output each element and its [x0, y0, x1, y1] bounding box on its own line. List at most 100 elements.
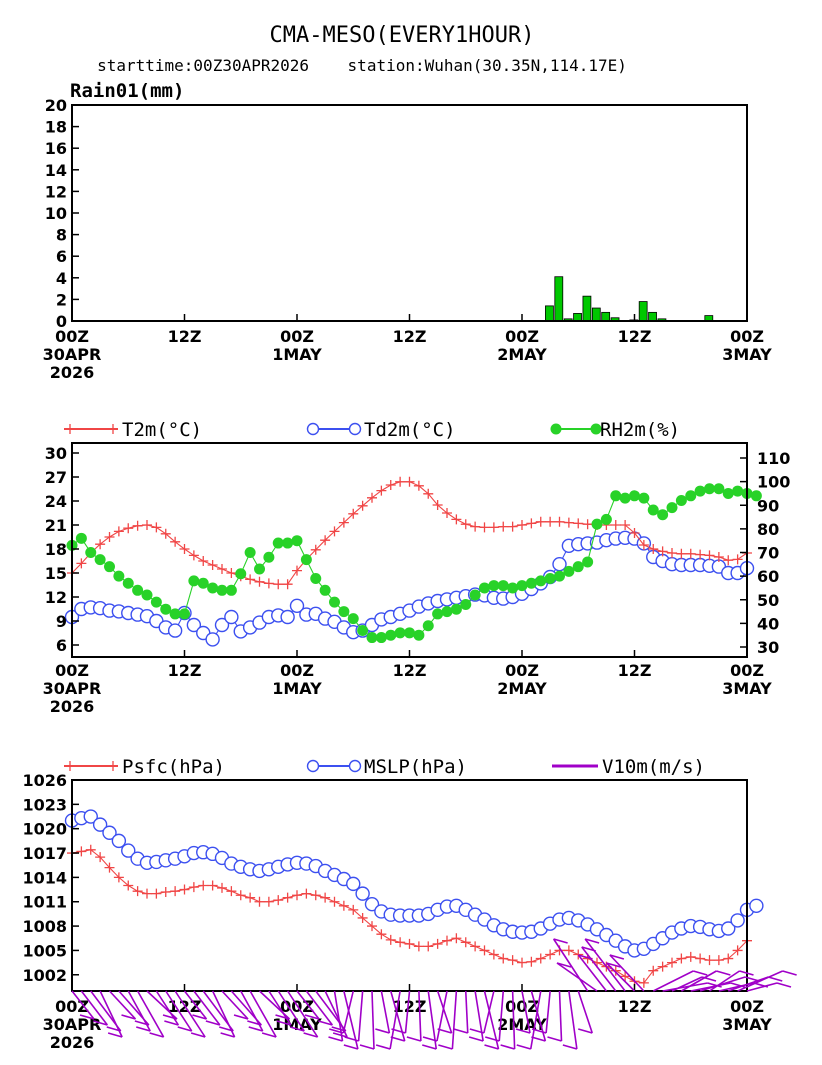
y-tick-label: 1008: [22, 917, 67, 936]
t2m-point: [367, 492, 377, 503]
x-tick-label: 2026: [50, 363, 95, 382]
psfc-point: [113, 872, 124, 883]
x-tick-label: 12Z: [168, 661, 202, 680]
rh2m-point: [291, 535, 303, 547]
wind-barb: [249, 990, 277, 1038]
rh2m-point: [235, 568, 247, 580]
psfc-point: [404, 938, 415, 949]
rh2m-point: [375, 632, 387, 644]
wind-barb: [468, 990, 484, 1042]
wind-barb: [359, 990, 375, 1050]
rh2m-point: [610, 490, 622, 502]
wind-barb: [329, 990, 355, 1034]
psfc-legend-marker: [108, 761, 118, 771]
x-tick-label: 3MAY: [722, 679, 772, 698]
x-tick-label: 00Z: [730, 327, 764, 346]
td2m-legend-label: Td2m(°C): [364, 419, 456, 441]
x-tick-label: 12Z: [618, 997, 652, 1016]
rh2m-point: [441, 606, 453, 618]
y-tick-label: 110: [757, 449, 790, 468]
y-tick-label: 30: [757, 638, 779, 657]
wind-barb: [296, 990, 320, 1020]
wind-barb: [584, 938, 626, 992]
rh2m-point: [85, 547, 97, 558]
psfc-point: [292, 890, 302, 901]
rh2m-point: [263, 551, 275, 563]
x-tick-label: 00Z: [55, 661, 89, 680]
x-tick-label: 1MAY: [272, 345, 322, 364]
psfc-point: [338, 900, 349, 911]
wind-barb: [516, 990, 542, 1050]
x-tick-label: 3MAY: [722, 345, 772, 364]
psfc-point: [704, 955, 715, 966]
y-tick-label: 27: [45, 468, 67, 487]
rh2m-point: [544, 572, 556, 584]
y-tick-label: 2: [56, 290, 67, 309]
wind-barb: [515, 990, 531, 1034]
rh2m-point: [479, 582, 490, 594]
y-tick-label: 6: [56, 247, 67, 266]
rh2m-point: [694, 485, 706, 497]
psfc-point: [498, 953, 509, 964]
x-tick-label: 12Z: [393, 327, 427, 346]
mslp-point: [121, 843, 136, 858]
t2m-point: [423, 488, 434, 499]
rh2m-point: [750, 490, 762, 502]
rh2m-point: [657, 509, 669, 521]
psfc-legend-label: Psfc(hPa): [122, 756, 225, 778]
t2m-point: [132, 520, 143, 531]
t2m-point: [376, 485, 387, 496]
psfc-point: [395, 937, 406, 948]
y-tick-label: 1026: [22, 771, 67, 790]
t2m-point: [517, 520, 527, 530]
rh2m-point: [94, 554, 106, 566]
mslp-point: [355, 886, 370, 901]
wind-barb: [193, 990, 221, 1026]
rh2m-point: [554, 570, 565, 582]
wind-barb: [737, 970, 797, 992]
rh2m-point: [310, 572, 322, 584]
y-tick-label: 6: [56, 636, 67, 655]
mslp-legend-label: MSLP(hPa): [364, 756, 467, 778]
t2m-point: [629, 528, 640, 538]
x-tick-label: 2026: [50, 697, 95, 716]
psfc-point: [479, 945, 490, 956]
psfc-legend-marker: [65, 761, 75, 771]
psfc-point: [123, 880, 134, 891]
psfc-point: [451, 933, 462, 944]
rh2m-point: [638, 492, 650, 504]
t2m-point: [657, 546, 668, 557]
wind-barb: [155, 990, 180, 1026]
psfc-point: [442, 935, 452, 946]
wind-legend-label: V10m(m/s): [602, 756, 705, 778]
y-tick-label: 9: [56, 612, 67, 631]
psfc-point: [348, 904, 359, 915]
y-tick-label: 30: [45, 444, 67, 463]
rh2m-point: [319, 584, 331, 596]
chart-subtitle: starttime:00Z30APR2026 station:Wuhan(30.…: [97, 56, 627, 75]
rh2m-point: [422, 620, 434, 632]
wind-barb: [136, 990, 165, 1038]
wind-barb: [453, 990, 469, 1034]
t2m-point: [695, 549, 706, 560]
y-tick-label: 1020: [22, 820, 67, 839]
temp-plot-frame: [71, 442, 748, 658]
rh2m-point: [216, 584, 228, 596]
td2m-point: [214, 617, 230, 633]
pressure-plot-frame: [71, 779, 748, 992]
y-tick-label: 1014: [22, 868, 67, 887]
rh2m-point: [197, 577, 209, 589]
wind-barb: [469, 990, 495, 1034]
rain-bar: [638, 301, 648, 322]
wind-barb: [71, 990, 95, 1020]
t2m-legend: T2m(°C): [64, 419, 202, 441]
mslp-point: [364, 896, 380, 912]
psfc-point: [423, 941, 434, 952]
rh2m-point: [591, 518, 603, 530]
temp-humidity-panel: T2m(°C) Td2m(°C) RH2m(%) 6 9 12 15 18 21 24 27 3…: [43, 419, 791, 716]
t2m-point: [273, 579, 284, 590]
t2m-point: [263, 578, 274, 589]
psfc-point: [695, 953, 706, 964]
t2m-point: [188, 550, 199, 561]
